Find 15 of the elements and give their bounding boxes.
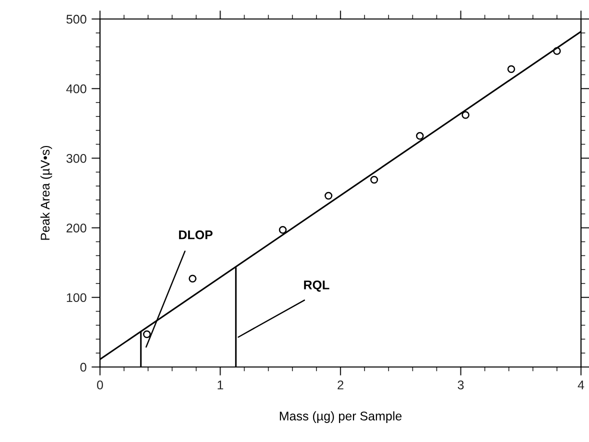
x-tick-label: 1 (218, 380, 224, 390)
y-tick-label: 300 (66, 154, 86, 163)
x-tick-label: 0 (97, 380, 103, 390)
y-tick-label: 500 (66, 14, 86, 24)
x-axis-title: Mass (µg) per Sample (280, 411, 402, 423)
annotation: RQL (304, 280, 330, 292)
y-tick-label: 0 (80, 362, 86, 372)
y-tick-label: 200 (66, 224, 86, 232)
x-tick-label: 4 (578, 380, 584, 390)
y-tick-label: 400 (66, 84, 86, 94)
x-tick-label: 3 (458, 380, 464, 390)
y-axis-title: Peak Area (µV•s) (40, 146, 52, 240)
annotation: DLOP (179, 230, 213, 240)
y-tick-label: 100 (66, 293, 86, 302)
x-tick-label: 2 (338, 380, 344, 390)
